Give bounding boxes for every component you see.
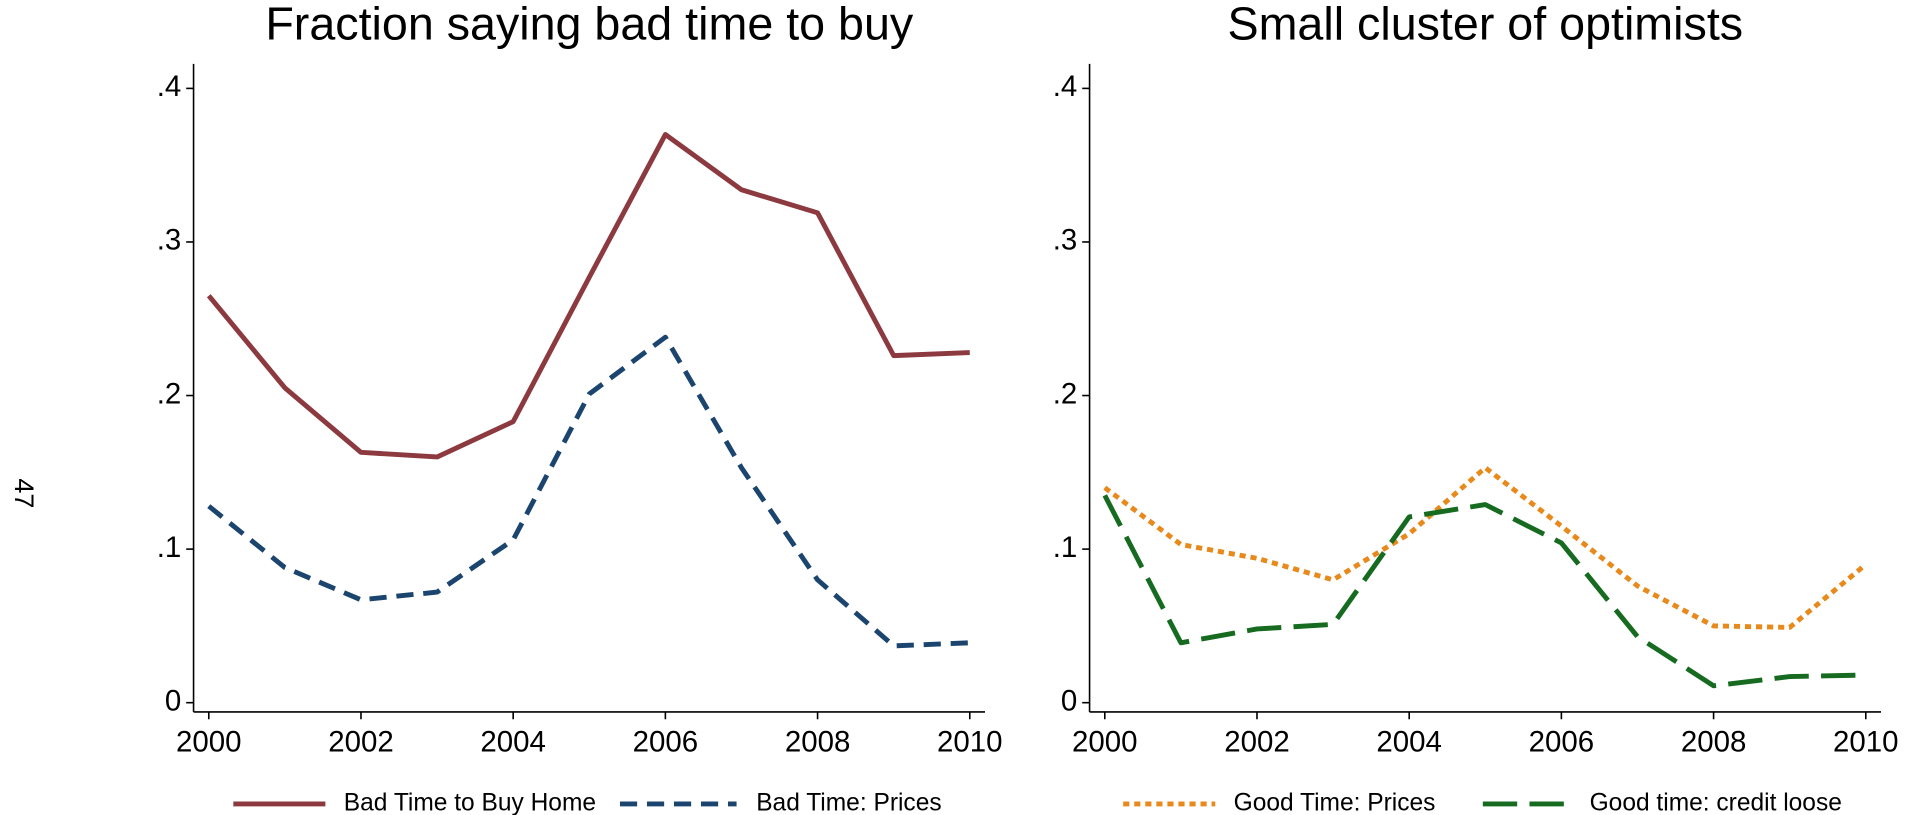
y-tick-label: .2 bbox=[1053, 377, 1078, 410]
series-line bbox=[1103, 465, 1868, 630]
x-tick-label: 2002 bbox=[1224, 726, 1290, 759]
series-line bbox=[1102, 494, 1866, 689]
x-tick-label: 2010 bbox=[1833, 726, 1899, 759]
x-tick-label: 2004 bbox=[480, 726, 545, 759]
x-tick-label: 2006 bbox=[1529, 726, 1595, 759]
x-tick-label: 2002 bbox=[328, 726, 394, 759]
chart-title: Small cluster of optimists bbox=[1227, 0, 1743, 49]
y-tick-label: .4 bbox=[157, 70, 182, 103]
legend-label: Bad Time to Buy Home bbox=[344, 789, 596, 815]
x-tick-label: 2000 bbox=[176, 726, 242, 759]
y-tick-label: 0 bbox=[1061, 684, 1077, 717]
legend-label: Good Time: Prices bbox=[1234, 789, 1436, 815]
y-tick-label: .1 bbox=[157, 531, 182, 564]
y-tick-label: .3 bbox=[157, 224, 182, 257]
chart-title: Fraction saying bad time to buy bbox=[265, 0, 914, 49]
x-tick-label: 2000 bbox=[1072, 726, 1138, 759]
legend-label: Good time: credit loose bbox=[1590, 789, 1842, 815]
x-tick-label: 2008 bbox=[1681, 726, 1747, 759]
y-tick-label: .1 bbox=[1053, 531, 1078, 564]
y-tick-label: .2 bbox=[157, 377, 182, 410]
legend-label: Bad Time: Prices bbox=[756, 789, 941, 815]
x-tick-label: 2006 bbox=[633, 726, 699, 759]
series-line bbox=[207, 334, 970, 649]
y-tick-label: .3 bbox=[1053, 224, 1078, 257]
x-tick-label: 2004 bbox=[1376, 726, 1442, 759]
y-tick-label: .4 bbox=[1053, 70, 1078, 103]
series-line bbox=[206, 132, 970, 460]
x-tick-label: 2010 bbox=[937, 726, 1003, 759]
page-number: 47 bbox=[9, 478, 39, 508]
x-tick-label: 2008 bbox=[785, 726, 851, 759]
y-tick-label: 0 bbox=[165, 684, 181, 717]
